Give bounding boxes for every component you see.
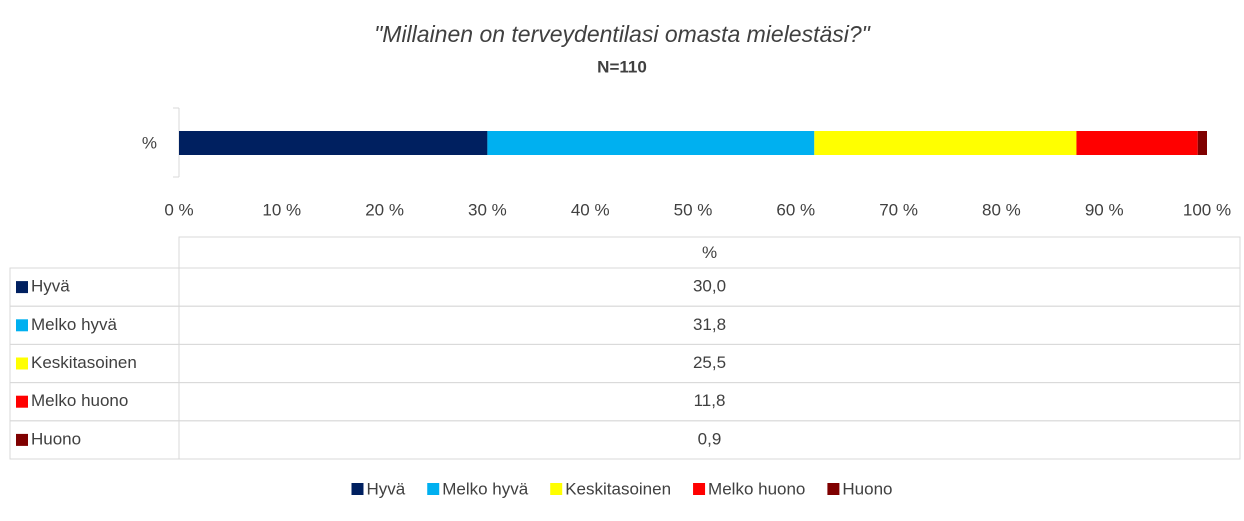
x-tick-label: 60 % (776, 200, 815, 219)
bar-segment (179, 131, 488, 155)
x-tick-label: 20 % (365, 200, 404, 219)
legend-swatch (351, 483, 364, 495)
category-label: % (142, 133, 157, 152)
chart-title: "Millainen on terveydentilasi omasta mie… (374, 21, 872, 47)
legend-label: Hyvä (366, 479, 405, 498)
table-row-label: Huono (31, 429, 81, 448)
bar-segment (487, 131, 815, 155)
x-tick-label: 0 % (164, 200, 193, 219)
table-row-label: Melko huono (31, 391, 128, 410)
x-tick-label: 50 % (674, 200, 713, 219)
x-tick-label: 10 % (262, 200, 301, 219)
legend-key (16, 319, 28, 332)
chart-subtitle: N=110 (597, 57, 647, 76)
legend-label: Keskitasoinen (565, 479, 671, 498)
x-tick-label: 70 % (879, 200, 918, 219)
legend-swatch (693, 483, 706, 495)
table-value: 11,8 (694, 391, 726, 410)
legend-label: Melko huono (708, 479, 805, 498)
x-tick-label: 30 % (468, 200, 507, 219)
table-header: % (702, 243, 717, 262)
x-tick-label: 90 % (1085, 200, 1124, 219)
legend-label: Melko hyvä (442, 479, 529, 498)
table-row-label: Melko hyvä (31, 315, 118, 334)
bar-segment (1197, 131, 1207, 155)
x-tick-label: 40 % (571, 200, 610, 219)
table-value: 25,5 (693, 353, 726, 372)
table-value: 30,0 (693, 277, 726, 296)
table-row-label: Hyvä (31, 277, 70, 296)
x-tick-label: 80 % (982, 200, 1021, 219)
table-value: 0,9 (698, 429, 722, 448)
x-tick-label: 100 % (1183, 200, 1231, 219)
legend-key (16, 281, 28, 294)
legend-key (16, 395, 28, 408)
bar-segment (814, 131, 1077, 155)
legend-key (16, 433, 28, 446)
table-value-cell (178, 420, 1241, 460)
table-row-label: Keskitasoinen (31, 353, 137, 372)
legend-swatch (827, 483, 840, 495)
bar-segment (1076, 131, 1198, 155)
legend-swatch (550, 483, 563, 495)
legend-swatch (427, 483, 440, 495)
table-value: 31,8 (693, 315, 726, 334)
legend-label: Huono (842, 479, 892, 498)
legend-key (16, 357, 28, 370)
